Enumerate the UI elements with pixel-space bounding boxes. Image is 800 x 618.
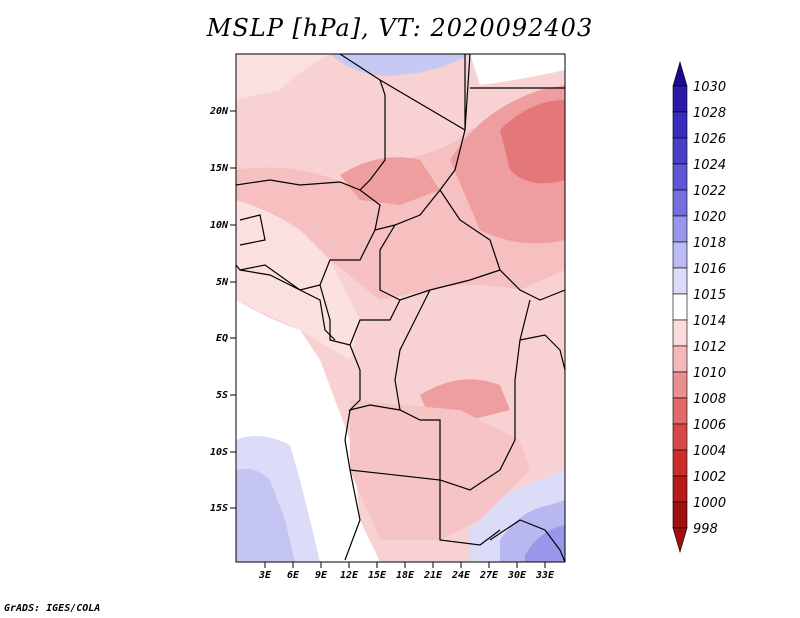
border-west-small [239, 214, 266, 246]
chart-title: MSLP [hPa], VT: 2020092403 [206, 14, 594, 42]
colorbar-label: 1014 [693, 314, 726, 329]
border-niger-chad [339, 54, 386, 191]
border-congo-drc [394, 289, 431, 411]
lon-label: 30E [507, 570, 527, 581]
lon-label: 21E [423, 570, 443, 581]
colorbar-label: 1000 [693, 496, 726, 511]
border-libya-egypt [464, 54, 471, 131]
colorbar-swatch [672, 267, 688, 295]
lon-label: 27E [479, 570, 499, 581]
grads-credit: GrADS: IGES/COLA [4, 603, 101, 614]
colorbar-label: 1015 [693, 288, 726, 303]
field-blue-se-dark [525, 525, 565, 562]
lon-axis: 3E 6E 9E 12E 15E 18E 21E 24E 27E 30E 33E [258, 562, 555, 581]
colorbar-swatch [672, 111, 688, 139]
colorbar-swatch [672, 449, 688, 477]
coast-angola [344, 409, 361, 561]
lon-label: 12E [340, 570, 359, 581]
lon-label: 33E [535, 570, 555, 581]
field-white-ne [470, 54, 565, 85]
field-blue-sw-mid [236, 468, 295, 562]
colorbar-label: 1002 [693, 470, 726, 485]
colorbar-label: 1008 [693, 392, 726, 407]
colorbar-swatch [672, 397, 688, 425]
colorbar-label: 1020 [693, 210, 726, 225]
field-pink-nw [236, 54, 330, 100]
colorbar-swatch [672, 423, 688, 451]
lon-label: 24E [451, 570, 471, 581]
pressure-field [236, 54, 565, 562]
colorbar-swatch [672, 475, 688, 503]
colorbar-swatch [672, 241, 688, 269]
colorbar-label: 1024 [693, 158, 726, 173]
lon-label: 9E [315, 570, 328, 581]
colorbar-label: 1012 [693, 340, 726, 355]
colorbar-label: 1016 [693, 262, 726, 277]
border-drc-east [514, 299, 531, 440]
plot-frame [235, 53, 566, 563]
colorbar-bottom-arrow [672, 527, 688, 554]
lon-label: 6E [287, 570, 300, 581]
lat-label: 5S [216, 390, 228, 401]
coast-gulf-guinea [236, 264, 336, 341]
colorbar-swatch [672, 501, 688, 529]
field-red-ne-core [500, 100, 565, 184]
colorbar-label: 998 [693, 522, 718, 537]
colorbar-swatch [672, 163, 688, 191]
lat-label: EQ [216, 333, 228, 344]
colorbar-swatch [672, 293, 688, 321]
border-drc-south [348, 344, 516, 491]
colorbar-label: 1010 [693, 366, 726, 381]
lat-label: 15S [210, 503, 228, 514]
lat-label: 15N [210, 163, 229, 174]
colorbar-top-arrow [672, 60, 688, 87]
colorbar-label: 1030 [693, 80, 726, 95]
lat-label: 10S [210, 447, 228, 458]
lat-axis: 20N 15N 10N 5N EQ 5S 10S 15S [209, 106, 236, 514]
colorbar-swatch [672, 85, 688, 113]
border-lakes [519, 334, 565, 371]
colorbar-swatch [672, 137, 688, 165]
lon-label: 3E [258, 570, 272, 581]
lon-label: 15E [368, 570, 387, 581]
colorbar-swatch [672, 345, 688, 373]
colorbar: 1030 1028 1026 1024 1022 1020 1018 1016 1015 1014… [672, 60, 726, 554]
colorbar-label: 1018 [693, 236, 726, 251]
colorbar-label: 1026 [693, 132, 726, 147]
colorbar-label: 1022 [693, 184, 726, 199]
border-se [489, 519, 565, 562]
colorbar-swatch [672, 215, 688, 243]
field-pink-west [236, 200, 360, 360]
colorbar-label: 1006 [693, 418, 726, 433]
country-borders [236, 54, 565, 562]
border-angola-zambia [349, 469, 501, 546]
colorbar-swatch [672, 371, 688, 399]
lat-label: 10N [210, 220, 229, 231]
colorbar-label: 1004 [693, 444, 726, 459]
lon-label: 18E [396, 570, 415, 581]
colorbar-swatch [672, 189, 688, 217]
lat-label: 5N [216, 277, 229, 288]
colorbar-swatch [672, 319, 688, 347]
field-pink-east [520, 290, 565, 460]
lat-label: 20N [209, 106, 229, 117]
colorbar-label: 1028 [693, 106, 726, 121]
